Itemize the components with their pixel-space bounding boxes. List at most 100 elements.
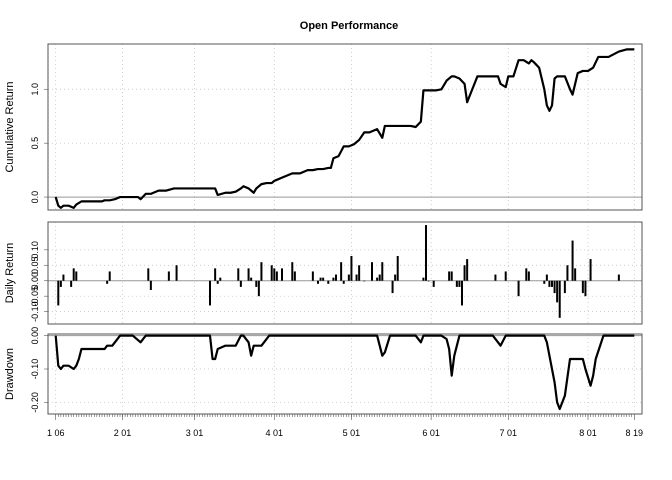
x-tick-label: 7 01: [500, 428, 518, 438]
daily-return-bar: [62, 274, 65, 281]
daily-return-bar: [461, 280, 463, 306]
x-tick-label: 8 19: [626, 428, 644, 438]
daily-return-bar: [57, 280, 60, 306]
y-tick-label: -0.05: [30, 286, 40, 307]
daily-return-bar: [422, 277, 425, 281]
y-tick-label: 0.00: [30, 272, 40, 290]
daily-return-bar: [281, 268, 283, 281]
daily-return-bar: [432, 280, 435, 287]
daily-return-bar: [545, 274, 548, 281]
daily-return-bar: [75, 271, 78, 281]
daily-return-bar: [391, 280, 394, 294]
daily-return-bar: [450, 271, 453, 281]
x-axis-minor-ticks: [55, 414, 635, 417]
y-tick-label: 0.0: [30, 191, 40, 204]
panel-daily-return-y-ticks: -0.10-0.050.000.050.10: [30, 241, 48, 322]
daily-return-bar: [355, 274, 358, 281]
daily-return-bar: [358, 265, 361, 281]
daily-return-bar: [494, 274, 497, 281]
y-tick-label: 0.5: [30, 137, 40, 150]
daily-return-bar: [558, 280, 561, 318]
daily-return-bar: [504, 271, 507, 281]
daily-return-bar: [332, 277, 335, 281]
daily-return-bar: [581, 280, 584, 294]
panel-cumulative-return: 0.0 0.5 1.0 Cumulative Return: [4, 43, 643, 211]
daily-return-bar: [425, 225, 427, 281]
daily-return-bar: [108, 271, 111, 281]
panel-cumulative-return-frame: [47, 43, 643, 211]
daily-return-bar: [517, 280, 520, 297]
panel-daily-return: -0.10-0.050.000.050.10 Daily Return: [4, 221, 643, 325]
daily-return-bar: [463, 265, 466, 281]
daily-return-bar: [556, 280, 559, 303]
daily-return-bar: [448, 271, 451, 281]
daily-return-bar: [216, 280, 219, 284]
daily-return-bar: [396, 256, 399, 281]
daily-return-bar: [553, 280, 556, 294]
x-tick-label: 2 01: [114, 428, 132, 438]
daily-return-bar: [317, 280, 319, 284]
daily-return-bar: [59, 280, 62, 287]
daily-return-bar: [455, 280, 458, 287]
y-tick-label: -0.20: [30, 392, 40, 413]
y-tick-label: 0.00: [30, 327, 40, 345]
x-tick-label: 3 01: [186, 428, 204, 438]
panel-drawdown: 0.00 -0.10 -0.20 Drawdown: [4, 327, 643, 415]
panel-daily-return-grid: [48, 222, 642, 324]
daily-return-bar: [589, 259, 592, 281]
daily-return-bar: [72, 268, 75, 281]
daily-return-bar: [584, 280, 587, 297]
daily-return-bar: [270, 265, 273, 281]
daily-return-bar: [548, 280, 551, 287]
y-axis-label-daily-return: Daily Return: [4, 243, 16, 304]
daily-return-bars: [57, 225, 620, 318]
daily-return-bar: [311, 271, 314, 281]
daily-return-bar: [327, 280, 330, 284]
x-tick-label: 4 01: [266, 428, 284, 438]
x-tick-label: 1 06: [47, 428, 65, 438]
daily-return-bar: [291, 262, 294, 281]
daily-return-bar: [350, 256, 353, 281]
daily-return-bar: [209, 280, 211, 306]
daily-return-bar: [175, 265, 178, 281]
chart-title: Open Performance: [300, 20, 398, 32]
daily-return-bar: [275, 271, 278, 281]
daily-return-bar: [617, 274, 620, 281]
daily-return-bar: [563, 280, 566, 294]
daily-return-bar: [371, 262, 373, 281]
y-tick-label: -0.10: [30, 359, 40, 380]
daily-return-bar: [543, 280, 546, 284]
x-axis: 1 06 2 01 3 01 4 01 5 01 6 01 7 01 8 01 8 19: [47, 414, 643, 438]
panel-daily-return-frame: [47, 221, 643, 325]
daily-return-bar: [525, 268, 528, 281]
daily-return-bar: [376, 277, 379, 281]
daily-return-bar: [239, 280, 242, 287]
y-axis-label-cumulative-return: Cumulative Return: [4, 81, 16, 172]
panel-cumulative-return-grid: [48, 44, 642, 210]
cumulative-return-line: [54, 48, 635, 209]
daily-return-bar: [427, 280, 430, 282]
daily-return-bar: [237, 268, 240, 281]
x-axis-tick-labels: 1 06 2 01 3 01 4 01 5 01 6 01 7 01 8 01 8 19: [47, 414, 643, 438]
daily-return-bar: [342, 280, 345, 284]
drawdown-line: [54, 334, 635, 411]
daily-return-bar: [378, 274, 381, 281]
x-tick-label: 5 01: [343, 428, 361, 438]
daily-return-bar: [149, 280, 152, 290]
y-tick-label: 0.05: [30, 257, 40, 275]
daily-return-bar: [566, 265, 569, 281]
daily-return-bar: [347, 274, 350, 281]
daily-return-bar: [574, 268, 577, 281]
y-tick-label: 0.10: [30, 241, 40, 259]
daily-return-bar: [293, 271, 296, 281]
daily-return-bar: [147, 268, 150, 281]
daily-return-bar: [257, 280, 260, 297]
daily-return-bar: [458, 280, 461, 287]
daily-return-bar: [466, 259, 469, 281]
daily-return-bar: [322, 277, 325, 281]
daily-return-bar: [255, 280, 258, 287]
y-axis-label-drawdown: Drawdown: [4, 348, 16, 400]
daily-return-bar: [335, 274, 337, 281]
panel-drawdown-frame: [47, 333, 643, 415]
